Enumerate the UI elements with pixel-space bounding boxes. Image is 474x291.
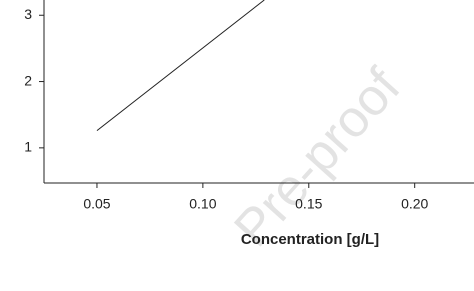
x-axis-label: Concentration [g/L] xyxy=(241,231,379,248)
y-tick-label: 2 xyxy=(24,72,32,88)
y-tick-label: 1 xyxy=(24,139,32,155)
x-tick-label: 0.10 xyxy=(189,196,216,212)
watermark: Pre-proof xyxy=(223,57,412,257)
line-series xyxy=(96,0,265,132)
y-tick-label: 3 xyxy=(24,6,32,22)
x-tick-label: 0.05 xyxy=(83,196,110,212)
x-tick-label: 0.20 xyxy=(401,196,428,212)
x-tick-label: 0.15 xyxy=(295,196,322,212)
